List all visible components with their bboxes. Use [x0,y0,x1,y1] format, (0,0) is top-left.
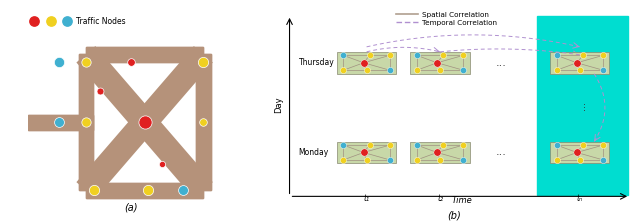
Point [143,189,153,192]
Text: Time: Time [451,196,472,205]
Bar [86,183,204,198]
Bar [93,62,196,183]
Text: Traffic Nodes: Traffic Nodes [76,17,125,26]
Point [458,158,468,162]
Point [552,54,562,57]
Point [572,151,582,154]
Bar [537,16,628,195]
Point [572,61,582,65]
Point [339,158,349,162]
Point [575,68,585,72]
Bar [86,183,204,198]
Text: t₁: t₁ [364,194,369,203]
Point [578,54,588,57]
Point [458,54,468,57]
Point [552,68,562,72]
Point [575,158,585,162]
Point [432,151,442,154]
Point [552,158,562,162]
Point [458,68,468,72]
Point [438,143,448,147]
Point [385,68,395,72]
Point [364,143,374,147]
Bar [86,47,204,62]
Point [358,61,369,65]
Bar [196,54,211,190]
Point [412,54,422,57]
Point [385,158,395,162]
Point [412,158,422,162]
Point [29,19,40,23]
Text: ...: ... [495,147,506,157]
Point [598,143,608,147]
Point [598,158,608,162]
Point [339,68,349,72]
Point [339,54,349,57]
Bar [79,54,93,190]
Bar [337,52,396,74]
Point [362,68,372,72]
Text: (a): (a) [124,203,138,213]
Bar [79,54,93,190]
Point [578,143,588,147]
Point [126,60,136,63]
Point [45,19,56,23]
Point [552,143,562,147]
Point [178,189,188,192]
Text: t₂: t₂ [437,194,443,203]
Text: tₙ: tₙ [577,194,583,203]
Point [157,162,167,165]
Point [198,60,209,63]
Point [598,54,608,57]
Text: Monday: Monday [298,148,329,157]
Text: Thursday: Thursday [298,58,334,67]
Point [458,143,468,147]
Bar [550,142,609,164]
Point [364,54,374,57]
Bar [196,54,211,190]
Text: Day: Day [275,96,284,113]
Point [95,90,106,93]
Point [62,19,72,23]
Point [598,68,608,72]
Point [435,68,445,72]
Bar [28,115,93,129]
Text: ...: ... [495,58,506,68]
Point [432,61,442,65]
Point [362,158,372,162]
Point [385,143,395,147]
Text: ...: ... [577,101,588,110]
Point [81,121,91,124]
Bar [550,52,609,74]
Point [435,158,445,162]
Point [412,68,422,72]
Point [89,189,99,192]
Point [358,151,369,154]
Point [412,143,422,147]
Bar [86,47,204,62]
Point [438,54,448,57]
Point [81,60,91,63]
Point [339,143,349,147]
Point [54,60,64,63]
Point [198,121,209,124]
Bar [337,142,396,164]
Text: (b): (b) [447,210,461,220]
Point [385,54,395,57]
Point [54,121,64,124]
Bar [410,142,470,164]
Bar [28,115,93,129]
Bar [410,52,470,74]
Point [140,121,150,124]
Legend: Spatial Correlation, Temporal Correlation: Spatial Correlation, Temporal Correlatio… [394,9,500,29]
